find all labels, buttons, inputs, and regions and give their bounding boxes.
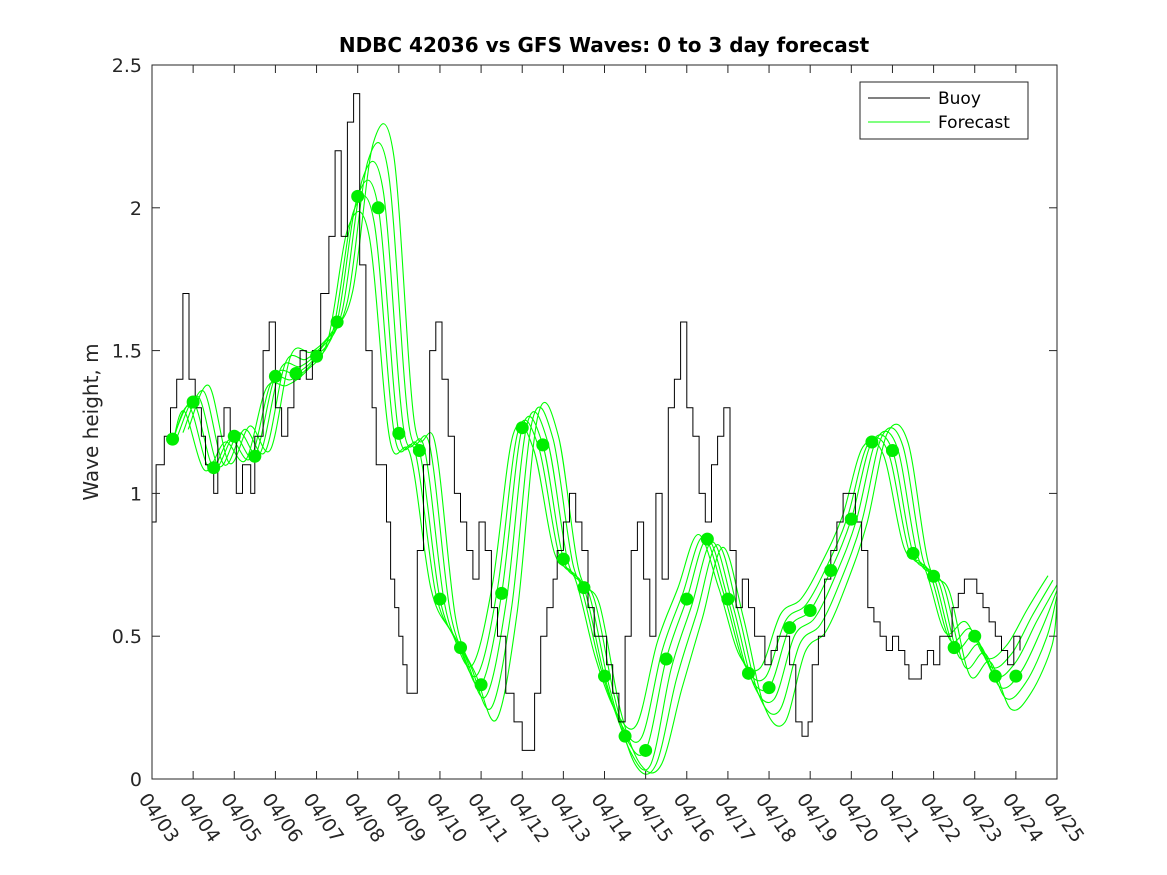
forecast-point	[927, 569, 941, 583]
forecast-line-5	[187, 123, 1058, 774]
forecast-point	[700, 532, 714, 546]
forecast-point	[824, 564, 838, 578]
forecast-point	[803, 603, 817, 617]
forecast-point	[371, 201, 385, 215]
forecast-point	[639, 743, 653, 757]
y-axis: 0 0.5 1 1.5 2 2.5	[112, 55, 1057, 791]
forecast-point	[865, 435, 879, 449]
forecast-point	[351, 189, 365, 203]
forecast-point	[598, 669, 611, 683]
forecast-point	[783, 621, 797, 635]
forecast-line-3	[172, 195, 1054, 743]
forecast-point	[906, 546, 920, 560]
y-tick-label: 0.5	[112, 626, 142, 648]
forecast-line-4	[182, 142, 1058, 775]
y-tick-label: 1.5	[112, 341, 142, 363]
forecast-point	[454, 641, 468, 655]
chart-title: NDBC 42036 vs GFS Waves: 0 to 3 day fore…	[339, 33, 870, 57]
forecast-point	[412, 444, 426, 458]
y-axis-label: Wave height, m	[79, 343, 103, 500]
legend-buoy-label: Buoy	[938, 89, 981, 109]
forecast-point	[721, 592, 735, 606]
forecast-point	[577, 581, 591, 595]
forecast-point	[680, 592, 694, 606]
forecast-point	[495, 586, 509, 600]
forecast-point	[741, 666, 755, 680]
forecast-markers	[166, 189, 1023, 757]
forecast-point	[227, 429, 241, 443]
forecast-point	[556, 552, 570, 566]
forecast-line-1	[172, 179, 1058, 756]
forecast-point	[515, 421, 529, 435]
forecast-point	[844, 512, 858, 526]
forecast-point	[166, 432, 180, 446]
forecast-point	[433, 592, 447, 606]
legend-forecast-label: Forecast	[938, 113, 1010, 133]
forecast-point	[207, 461, 221, 475]
forecast-point	[474, 678, 488, 692]
forecast-point	[988, 669, 1002, 683]
forecast-point	[618, 729, 632, 743]
forecast-point	[762, 681, 776, 695]
forecast-point	[1009, 669, 1023, 683]
forecast-point	[268, 369, 282, 383]
y-tick-label: 0	[130, 769, 142, 791]
legend-box	[859, 81, 1029, 140]
forecast-point	[330, 315, 344, 329]
forecast-point	[310, 349, 324, 363]
forecast-point	[186, 395, 200, 409]
forecast-point	[289, 366, 303, 380]
forecast-point	[947, 641, 961, 655]
forecast-point	[392, 426, 406, 440]
forecast-point	[968, 629, 982, 643]
y-tick-label: 1	[130, 483, 142, 505]
forecast-point	[248, 449, 262, 463]
plot-area	[152, 65, 1057, 779]
forecast-point	[885, 444, 899, 458]
y-tick-label: 2.5	[112, 55, 142, 77]
forecast-point	[659, 652, 673, 666]
y-tick-label: 2	[130, 198, 142, 220]
legend: Buoy Forecast	[859, 81, 1029, 140]
forecast-point	[536, 438, 550, 452]
